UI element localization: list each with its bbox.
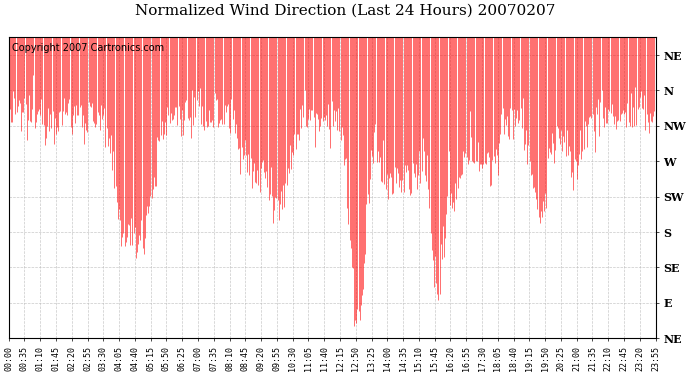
Text: Copyright 2007 Cartronics.com: Copyright 2007 Cartronics.com [12,44,164,53]
Text: Normalized Wind Direction (Last 24 Hours) 20070207: Normalized Wind Direction (Last 24 Hours… [135,4,555,18]
